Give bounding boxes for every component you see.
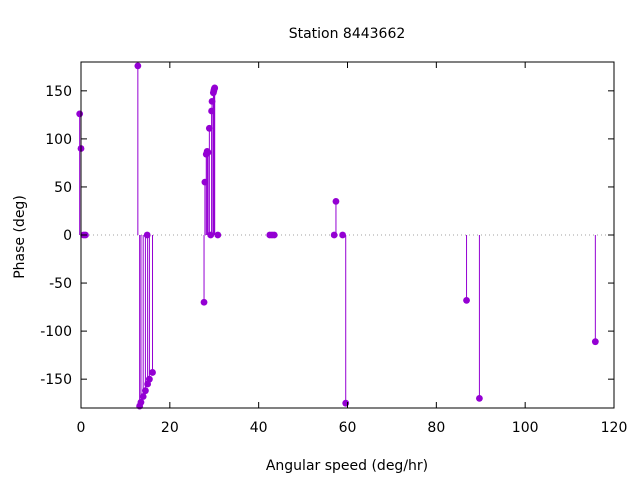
chart-title: Station 8443662 bbox=[289, 26, 406, 42]
y-tick-label: -150 bbox=[40, 372, 72, 388]
data-point bbox=[270, 231, 278, 239]
x-tick-label: 0 bbox=[77, 420, 86, 436]
data-point bbox=[211, 84, 219, 92]
data-point bbox=[142, 387, 149, 395]
data-point bbox=[339, 231, 347, 239]
data-point bbox=[208, 98, 216, 105]
y-tick-label: 100 bbox=[45, 132, 72, 148]
data-point bbox=[201, 178, 209, 186]
data-point bbox=[207, 231, 215, 239]
data-point bbox=[146, 375, 153, 383]
impulse-lines bbox=[79, 65, 596, 407]
data-point bbox=[205, 124, 213, 132]
data-point bbox=[137, 398, 145, 406]
x-tick-label: 100 bbox=[512, 420, 539, 436]
x-axis-label: Angular speed (deg/hr) bbox=[266, 458, 428, 474]
x-tick-label: 120 bbox=[601, 420, 628, 436]
y-tick-label: 0 bbox=[63, 228, 72, 244]
data-point bbox=[76, 110, 84, 118]
data-point bbox=[476, 394, 483, 402]
y-axis-label: Phase (deg) bbox=[12, 195, 28, 279]
data-point bbox=[149, 369, 156, 376]
data-point bbox=[214, 231, 222, 239]
y-tick-label: -50 bbox=[49, 276, 72, 292]
data-point bbox=[204, 148, 212, 156]
data-point bbox=[330, 231, 338, 239]
data-point bbox=[463, 296, 470, 304]
plot-frame bbox=[80, 61, 615, 409]
data-point bbox=[332, 197, 340, 205]
data-point bbox=[134, 62, 142, 70]
x-tick-label: 80 bbox=[427, 420, 445, 436]
data-point bbox=[591, 338, 599, 346]
data-point bbox=[143, 231, 151, 239]
data-points bbox=[76, 62, 599, 410]
data-point bbox=[342, 399, 350, 407]
y-tick-label: -100 bbox=[40, 324, 72, 340]
y-tick-label: 150 bbox=[45, 84, 72, 100]
x-tick-label: 60 bbox=[339, 420, 357, 436]
y-tick-label: 50 bbox=[54, 180, 72, 196]
data-point bbox=[200, 298, 208, 306]
y-axis: -150 -100 -50 0 50 100 150 bbox=[40, 84, 614, 388]
data-point bbox=[208, 107, 215, 115]
x-axis: 0 20 40 60 80 100 120 bbox=[77, 62, 628, 436]
x-tick-label: 40 bbox=[250, 420, 268, 436]
x-tick-label: 20 bbox=[161, 420, 179, 436]
data-point bbox=[139, 393, 147, 400]
